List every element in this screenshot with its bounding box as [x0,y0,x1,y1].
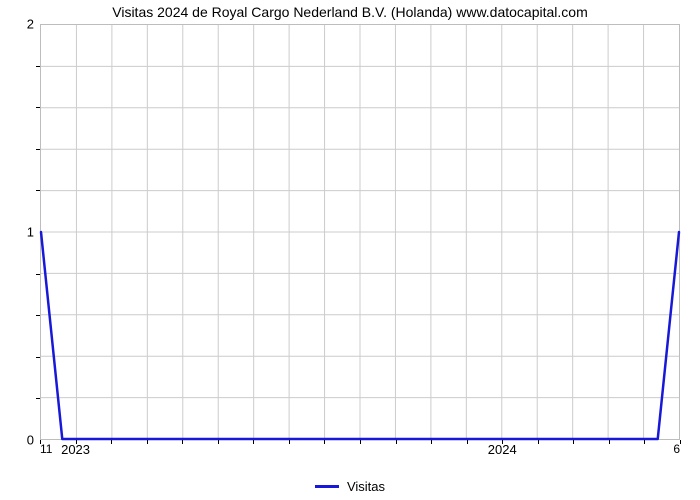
grid-and-series [41,25,679,439]
x-minor-tick [76,440,77,444]
y-minor-tick [36,357,40,358]
y-minor-tick [36,66,40,67]
x-minor-tick [40,440,41,444]
y-tick-label: 0 [0,433,34,448]
y-minor-tick [36,274,40,275]
x-minor-tick [111,440,112,444]
x-minor-tick [182,440,183,444]
y-minor-tick [36,149,40,150]
x-axis-right-corner: 6 [673,442,680,456]
legend: Visitas [0,479,700,494]
x-minor-tick [289,440,290,444]
x-minor-tick [644,440,645,444]
legend-label: Visitas [347,479,385,494]
x-minor-tick [396,440,397,444]
y-tick-label: 2 [0,17,34,32]
chart-container: Visitas 2024 de Royal Cargo Nederland B.… [0,0,700,500]
y-minor-tick [36,107,40,108]
x-minor-tick [467,440,468,444]
x-minor-tick [680,440,681,444]
x-minor-tick [147,440,148,444]
x-minor-tick [573,440,574,444]
chart-title: Visitas 2024 de Royal Cargo Nederland B.… [0,4,700,20]
plot-area [40,24,680,440]
x-minor-tick [360,440,361,444]
y-minor-tick [36,398,40,399]
x-minor-tick [609,440,610,444]
x-axis-left-corner: 11 [40,442,52,456]
x-minor-tick [253,440,254,444]
legend-swatch [315,485,339,488]
x-minor-tick [218,440,219,444]
x-minor-tick [502,440,503,444]
y-tick-label: 1 [0,225,34,240]
y-minor-tick [36,315,40,316]
x-tick-label: 2024 [488,442,517,457]
x-minor-tick [431,440,432,444]
x-minor-tick [538,440,539,444]
y-minor-tick [36,190,40,191]
x-tick-label: 2023 [61,442,90,457]
x-minor-tick [324,440,325,444]
